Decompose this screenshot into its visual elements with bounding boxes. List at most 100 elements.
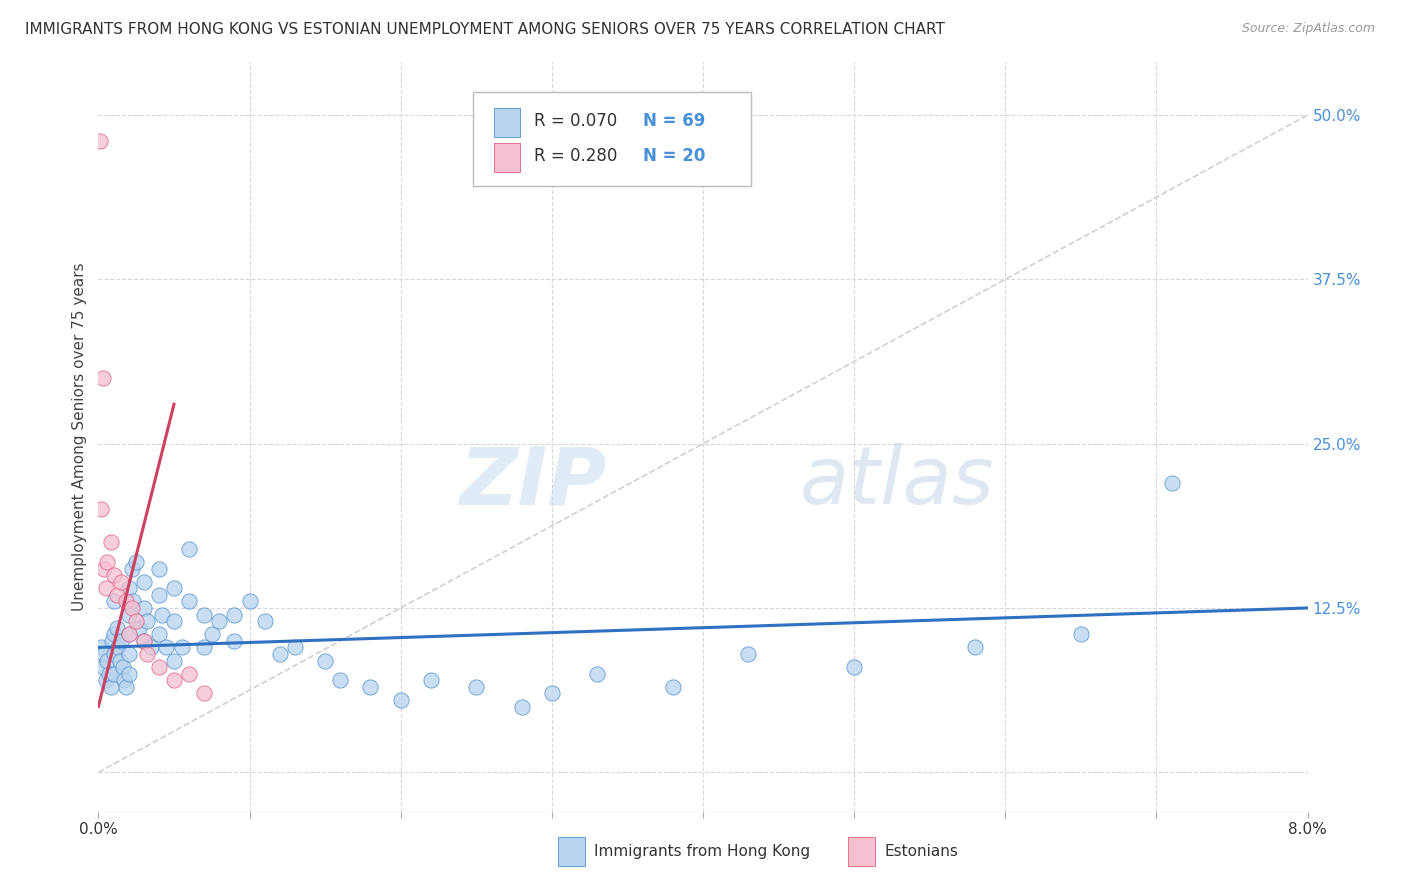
- Point: [170, 640, 193, 655]
- Text: Estonians: Estonians: [884, 844, 959, 859]
- Point: [118, 581, 141, 595]
- Point: [329, 673, 352, 688]
- Point: [179, 594, 201, 608]
- Point: [510, 699, 533, 714]
- Point: [360, 680, 382, 694]
- Point: [100, 535, 122, 549]
- Point: [91, 660, 114, 674]
- Point: [110, 633, 132, 648]
- Point: [118, 627, 141, 641]
- Point: [1070, 627, 1092, 641]
- Point: [111, 660, 134, 674]
- Point: [132, 574, 155, 589]
- Point: [105, 588, 128, 602]
- Point: [155, 640, 177, 655]
- Point: [193, 686, 215, 700]
- Point: [1160, 476, 1182, 491]
- Point: [96, 555, 118, 569]
- Point: [148, 588, 170, 602]
- Point: [114, 594, 136, 608]
- Point: [224, 607, 246, 622]
- Point: [103, 594, 125, 608]
- Point: [163, 673, 186, 688]
- Text: Source: ZipAtlas.com: Source: ZipAtlas.com: [1241, 22, 1375, 36]
- FancyBboxPatch shape: [474, 93, 751, 186]
- Point: [121, 601, 143, 615]
- Point: [132, 601, 155, 615]
- Point: [90, 640, 112, 655]
- Point: [107, 640, 129, 655]
- Point: [103, 568, 125, 582]
- FancyBboxPatch shape: [494, 108, 520, 136]
- Point: [586, 666, 609, 681]
- Point: [193, 607, 215, 622]
- Point: [118, 627, 141, 641]
- Text: IMMIGRANTS FROM HONG KONG VS ESTONIAN UNEMPLOYMENT AMONG SENIORS OVER 75 YEARS C: IMMIGRANTS FROM HONG KONG VS ESTONIAN UN…: [25, 22, 945, 37]
- Point: [201, 627, 224, 641]
- Point: [118, 647, 141, 661]
- Point: [465, 680, 488, 694]
- Text: N = 69: N = 69: [643, 112, 704, 130]
- Text: ZIP: ZIP: [458, 443, 606, 521]
- Point: [122, 594, 145, 608]
- Point: [93, 561, 115, 575]
- Point: [150, 607, 173, 622]
- Point: [94, 581, 117, 595]
- Point: [110, 574, 132, 589]
- Point: [148, 627, 170, 641]
- Point: [540, 686, 562, 700]
- Point: [125, 555, 148, 569]
- FancyBboxPatch shape: [558, 838, 585, 865]
- Point: [193, 640, 215, 655]
- Point: [314, 654, 336, 668]
- Point: [132, 633, 155, 648]
- Point: [114, 680, 136, 694]
- Point: [91, 371, 114, 385]
- Point: [96, 654, 118, 668]
- Point: [253, 614, 276, 628]
- Point: [163, 581, 186, 595]
- Point: [135, 614, 157, 628]
- Point: [163, 614, 186, 628]
- Point: [224, 633, 246, 648]
- Point: [148, 660, 170, 674]
- Text: R = 0.280: R = 0.280: [534, 147, 617, 165]
- Point: [269, 647, 291, 661]
- Point: [163, 654, 186, 668]
- Point: [132, 633, 155, 648]
- Point: [94, 673, 117, 688]
- Text: R = 0.070: R = 0.070: [534, 112, 617, 130]
- Point: [103, 647, 125, 661]
- Point: [135, 647, 157, 661]
- Point: [103, 666, 125, 681]
- Point: [93, 647, 115, 661]
- Point: [148, 561, 170, 575]
- Point: [737, 647, 759, 661]
- Text: Immigrants from Hong Kong: Immigrants from Hong Kong: [595, 844, 810, 859]
- Point: [179, 666, 201, 681]
- Point: [965, 640, 987, 655]
- Point: [98, 666, 121, 681]
- Point: [100, 680, 122, 694]
- FancyBboxPatch shape: [848, 838, 875, 865]
- Point: [661, 680, 683, 694]
- Y-axis label: Unemployment Among Seniors over 75 years: Unemployment Among Seniors over 75 years: [72, 263, 87, 611]
- Point: [105, 621, 128, 635]
- Point: [844, 660, 866, 674]
- Point: [420, 673, 443, 688]
- Point: [101, 633, 124, 648]
- FancyBboxPatch shape: [494, 144, 520, 172]
- Point: [108, 654, 131, 668]
- Point: [284, 640, 307, 655]
- Point: [389, 693, 412, 707]
- Point: [118, 666, 141, 681]
- Point: [112, 673, 135, 688]
- Text: atlas: atlas: [800, 443, 994, 521]
- Point: [89, 134, 111, 148]
- Point: [125, 614, 148, 628]
- Point: [103, 627, 125, 641]
- Point: [179, 541, 201, 556]
- Point: [118, 607, 141, 622]
- Point: [239, 594, 262, 608]
- Point: [90, 502, 112, 516]
